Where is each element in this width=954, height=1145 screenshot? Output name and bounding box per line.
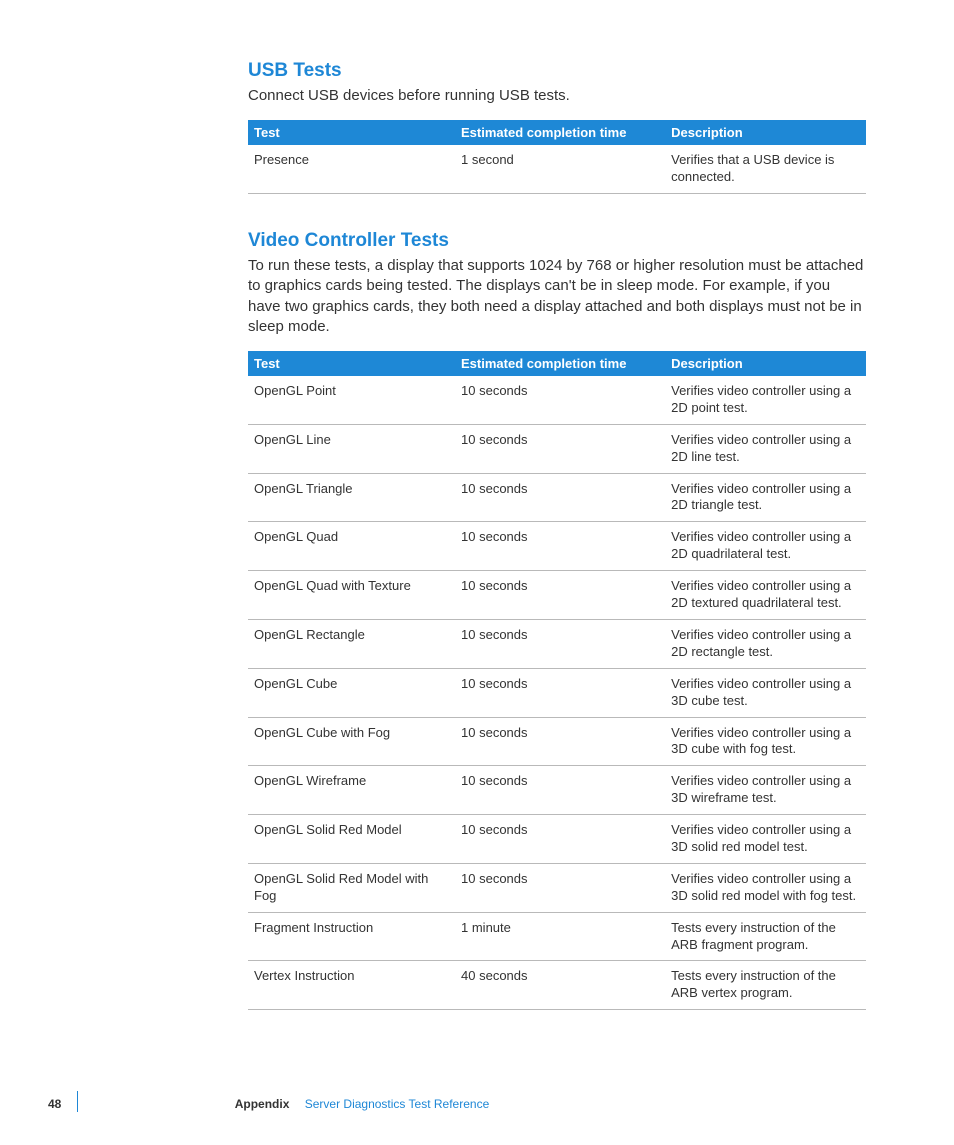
cell-time: 10 seconds bbox=[455, 717, 665, 766]
cell-time: 10 seconds bbox=[455, 473, 665, 522]
table-row: OpenGL Triangle 10 seconds Verifies vide… bbox=[248, 473, 866, 522]
cell-time: 10 seconds bbox=[455, 619, 665, 668]
table-row: Vertex Instruction 40 seconds Tests ever… bbox=[248, 961, 866, 1010]
cell-time: 1 second bbox=[455, 145, 665, 193]
table-row: OpenGL Point 10 seconds Verifies video c… bbox=[248, 376, 866, 424]
page-content: USB Tests Connect USB devices before run… bbox=[0, 0, 954, 1010]
cell-time: 10 seconds bbox=[455, 668, 665, 717]
cell-test: OpenGL Solid Red Model with Fog bbox=[248, 863, 455, 912]
table-row: OpenGL Solid Red Model with Fog 10 secon… bbox=[248, 863, 866, 912]
cell-test: Presence bbox=[248, 145, 455, 193]
video-controller-tests-intro: To run these tests, a display that suppo… bbox=[248, 256, 866, 337]
cell-desc: Verifies video controller using a 2D lin… bbox=[665, 424, 866, 473]
page-number: 48 bbox=[48, 1097, 61, 1111]
cell-test: Fragment Instruction bbox=[248, 912, 455, 961]
cell-desc: Verifies video controller using a 3D wir… bbox=[665, 766, 866, 815]
table-row: OpenGL Line 10 seconds Verifies video co… bbox=[248, 424, 866, 473]
cell-time: 10 seconds bbox=[455, 376, 665, 424]
cell-test: OpenGL Point bbox=[248, 376, 455, 424]
table-header-row: Test Estimated completion time Descripti… bbox=[248, 120, 866, 145]
table-header-row: Test Estimated completion time Descripti… bbox=[248, 351, 866, 376]
cell-desc: Verifies video controller using a 3D sol… bbox=[665, 863, 866, 912]
cell-time: 10 seconds bbox=[455, 522, 665, 571]
appendix-label: Appendix bbox=[235, 1097, 290, 1111]
table-row: OpenGL Cube 10 seconds Verifies video co… bbox=[248, 668, 866, 717]
col-desc: Description bbox=[665, 120, 866, 145]
cell-time: 40 seconds bbox=[455, 961, 665, 1010]
cell-test: OpenGL Quad with Texture bbox=[248, 571, 455, 620]
cell-desc: Tests every instruction of the ARB fragm… bbox=[665, 912, 866, 961]
cell-desc: Verifies that a USB device is connected. bbox=[665, 145, 866, 193]
cell-desc: Verifies video controller using a 2D tri… bbox=[665, 473, 866, 522]
cell-test: OpenGL Solid Red Model bbox=[248, 815, 455, 864]
cell-desc: Verifies video controller using a 3D cub… bbox=[665, 668, 866, 717]
col-time: Estimated completion time bbox=[455, 120, 665, 145]
cell-test: OpenGL Cube with Fog bbox=[248, 717, 455, 766]
table-row: OpenGL Quad with Texture 10 seconds Veri… bbox=[248, 571, 866, 620]
cell-time: 1 minute bbox=[455, 912, 665, 961]
table-row: Presence 1 second Verifies that a USB de… bbox=[248, 145, 866, 193]
cell-time: 10 seconds bbox=[455, 424, 665, 473]
table-row: OpenGL Solid Red Model 10 seconds Verifi… bbox=[248, 815, 866, 864]
table-row: Fragment Instruction 1 minute Tests ever… bbox=[248, 912, 866, 961]
cell-desc: Verifies video controller using a 2D rec… bbox=[665, 619, 866, 668]
col-desc: Description bbox=[665, 351, 866, 376]
cell-test: OpenGL Rectangle bbox=[248, 619, 455, 668]
reference-title: Server Diagnostics Test Reference bbox=[305, 1097, 490, 1111]
cell-test: OpenGL Triangle bbox=[248, 473, 455, 522]
cell-test: OpenGL Line bbox=[248, 424, 455, 473]
col-test: Test bbox=[248, 120, 455, 145]
cell-time: 10 seconds bbox=[455, 571, 665, 620]
cell-desc: Verifies video controller using a 3D sol… bbox=[665, 815, 866, 864]
footer-text: 48 Appendix Server Diagnostics Test Refe… bbox=[48, 1097, 489, 1111]
cell-time: 10 seconds bbox=[455, 815, 665, 864]
cell-desc: Verifies video controller using a 2D qua… bbox=[665, 522, 866, 571]
cell-test: Vertex Instruction bbox=[248, 961, 455, 1010]
usb-tests-heading: USB Tests bbox=[248, 60, 866, 82]
usb-tests-intro: Connect USB devices before running USB t… bbox=[248, 86, 866, 106]
video-controller-tests-table: Test Estimated completion time Descripti… bbox=[248, 351, 866, 1010]
cell-time: 10 seconds bbox=[455, 863, 665, 912]
cell-desc: Tests every instruction of the ARB verte… bbox=[665, 961, 866, 1010]
cell-time: 10 seconds bbox=[455, 766, 665, 815]
usb-tests-table: Test Estimated completion time Descripti… bbox=[248, 120, 866, 194]
cell-test: OpenGL Cube bbox=[248, 668, 455, 717]
col-time: Estimated completion time bbox=[455, 351, 665, 376]
table-row: OpenGL Cube with Fog 10 seconds Verifies… bbox=[248, 717, 866, 766]
col-test: Test bbox=[248, 351, 455, 376]
video-controller-tests-heading: Video Controller Tests bbox=[248, 230, 866, 252]
cell-test: OpenGL Wireframe bbox=[248, 766, 455, 815]
cell-test: OpenGL Quad bbox=[248, 522, 455, 571]
cell-desc: Verifies video controller using a 2D tex… bbox=[665, 571, 866, 620]
table-row: OpenGL Wireframe 10 seconds Verifies vid… bbox=[248, 766, 866, 815]
table-row: OpenGL Rectangle 10 seconds Verifies vid… bbox=[248, 619, 866, 668]
cell-desc: Verifies video controller using a 2D poi… bbox=[665, 376, 866, 424]
table-row: OpenGL Quad 10 seconds Verifies video co… bbox=[248, 522, 866, 571]
cell-desc: Verifies video controller using a 3D cub… bbox=[665, 717, 866, 766]
